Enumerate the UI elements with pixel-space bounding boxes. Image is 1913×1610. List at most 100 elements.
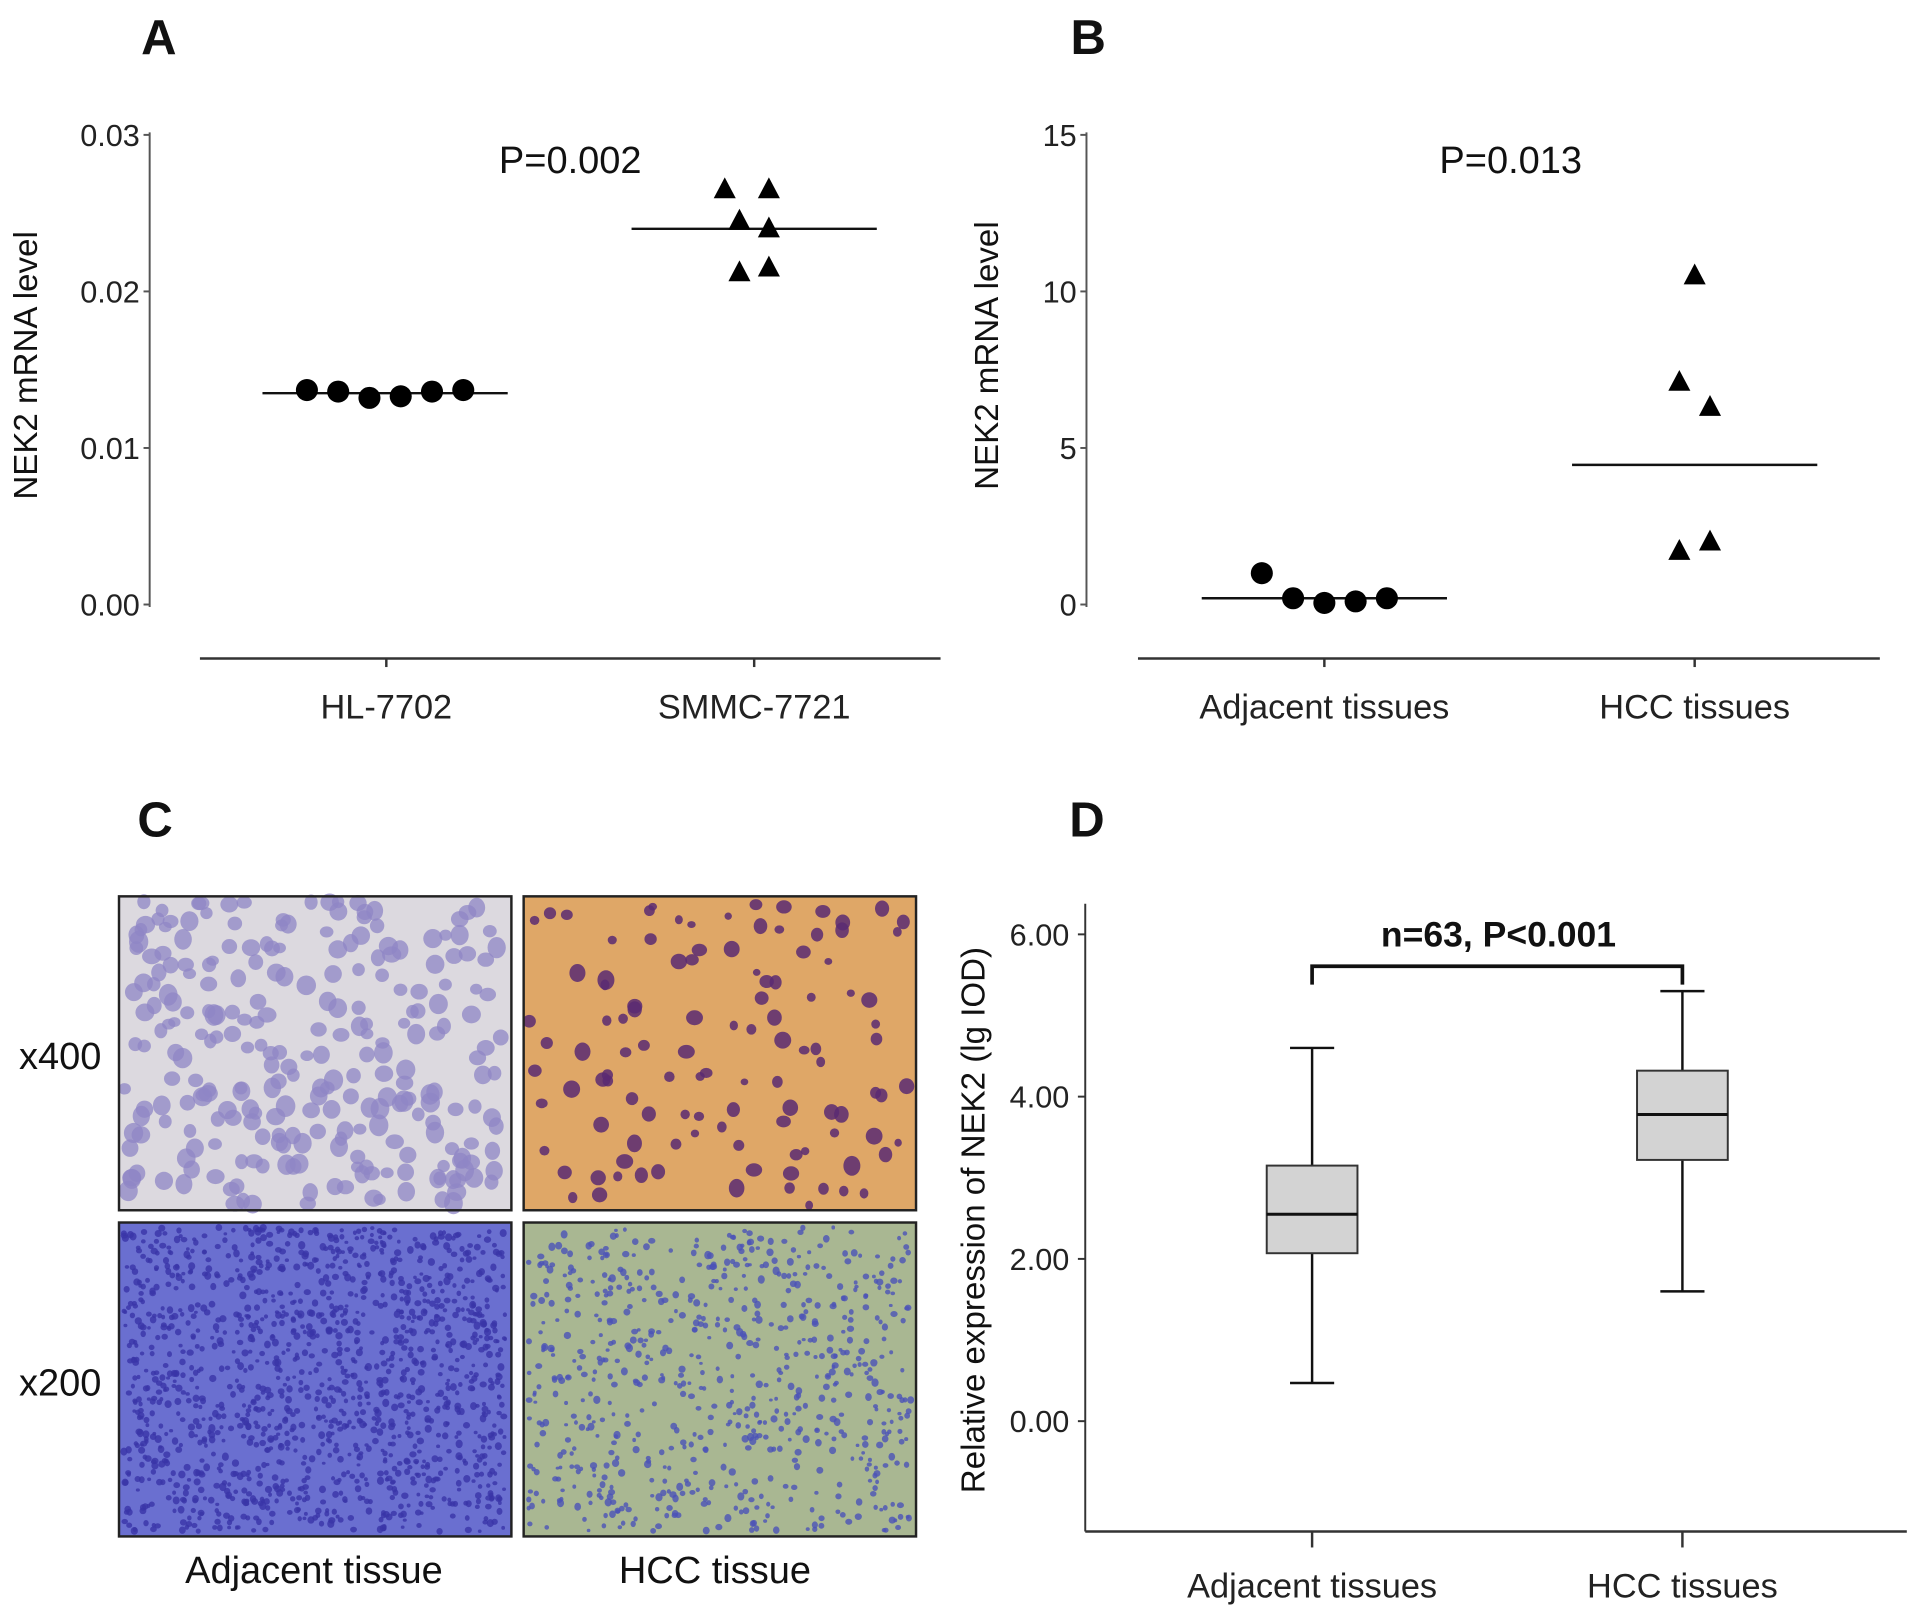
nucleus xyxy=(751,1478,759,1485)
nucleus xyxy=(879,1507,884,1512)
nucleus xyxy=(816,1413,824,1421)
nucleus xyxy=(229,1496,236,1502)
nucleus xyxy=(564,1437,572,1443)
nucleus xyxy=(318,1277,325,1286)
nucleus xyxy=(882,1463,889,1468)
nucleus xyxy=(396,1059,416,1080)
nucleus xyxy=(222,1237,228,1244)
nucleus xyxy=(452,1311,459,1319)
nucleus xyxy=(183,1124,197,1138)
nucleus xyxy=(224,1487,231,1495)
nucleus xyxy=(359,1346,363,1351)
significance-annotation: n=63, P<0.001 xyxy=(1381,915,1616,955)
nucleus xyxy=(609,1484,614,1490)
nucleus xyxy=(264,1340,271,1349)
nucleus xyxy=(224,1004,241,1020)
nucleus xyxy=(279,1483,285,1489)
nucleus xyxy=(277,1154,296,1175)
nucleus xyxy=(814,1302,821,1309)
p-value-annotation: P=0.013 xyxy=(1439,140,1582,182)
nucleus xyxy=(173,1286,179,1291)
nucleus xyxy=(631,1253,636,1257)
nucleus xyxy=(867,1457,872,1462)
nucleus xyxy=(390,1510,397,1517)
nucleus xyxy=(192,1394,200,1402)
nucleus xyxy=(361,1279,368,1286)
nucleus xyxy=(843,1367,851,1376)
nucleus xyxy=(447,1497,452,1503)
nucleus xyxy=(183,1160,200,1179)
nucleus xyxy=(700,1500,708,1507)
nucleus xyxy=(253,1515,260,1521)
nucleus xyxy=(354,1293,359,1298)
nucleus xyxy=(271,1320,277,1327)
nucleus xyxy=(800,1147,810,1156)
nucleus xyxy=(736,1408,743,1416)
nucleus xyxy=(174,1397,182,1406)
nucleus xyxy=(455,1439,463,1449)
nucleus xyxy=(599,1481,606,1489)
nucleus xyxy=(270,1073,287,1090)
nucleus xyxy=(471,1479,476,1483)
nucleus xyxy=(748,1497,755,1503)
nucleus xyxy=(253,1304,261,1311)
nucleus xyxy=(527,1463,534,1469)
nucleus xyxy=(743,1413,749,1419)
nucleus xyxy=(372,1299,380,1307)
nucleus xyxy=(723,940,740,958)
nucleus xyxy=(231,1227,236,1233)
nucleus xyxy=(346,1470,350,1475)
nucleus xyxy=(409,1394,416,1401)
nucleus xyxy=(674,915,683,925)
nucleus xyxy=(710,1261,717,1268)
nucleus xyxy=(329,1395,334,1400)
nucleus xyxy=(497,1363,505,1371)
nucleus xyxy=(616,1284,623,1290)
nucleus xyxy=(235,1268,240,1273)
nucleus xyxy=(175,1446,183,1453)
nucleus xyxy=(870,1490,877,1497)
nucleus xyxy=(434,1407,441,1414)
nucleus xyxy=(264,1485,273,1494)
nucleus xyxy=(644,1360,650,1366)
nucleus xyxy=(247,1404,252,1409)
nucleus xyxy=(429,1487,436,1493)
nucleus xyxy=(172,1490,177,1495)
nucleus xyxy=(729,1388,735,1393)
nucleus xyxy=(330,1312,337,1318)
nucleus xyxy=(586,1528,591,1533)
nucleus xyxy=(429,1300,436,1307)
nucleus xyxy=(473,1243,481,1251)
nucleus xyxy=(210,1335,215,1340)
nucleus xyxy=(232,1471,239,1477)
nucleus xyxy=(717,1121,727,1133)
nucleus xyxy=(495,1373,503,1381)
nucleus xyxy=(872,1404,879,1409)
nucleus xyxy=(340,1368,347,1376)
data-point-circle xyxy=(1250,562,1273,585)
nucleus xyxy=(377,1302,384,1309)
nucleus xyxy=(601,1523,607,1529)
nucleus xyxy=(242,1224,249,1232)
nucleus xyxy=(544,1525,550,1530)
nucleus xyxy=(335,1514,340,1519)
nucleus xyxy=(873,1470,881,1477)
nucleus xyxy=(500,1284,506,1290)
nucleus xyxy=(376,1228,383,1234)
nucleus xyxy=(206,1169,225,1185)
nucleus xyxy=(336,1340,342,1347)
nucleus xyxy=(666,1489,671,1494)
nucleus xyxy=(726,1341,734,1350)
nucleus xyxy=(325,1280,332,1287)
nucleus xyxy=(494,1442,502,1450)
data-point-circle xyxy=(358,386,381,409)
nucleus xyxy=(754,1310,761,1317)
nucleus xyxy=(145,1277,150,1283)
nucleus xyxy=(464,1526,472,1534)
nucleus xyxy=(415,1430,421,1436)
nucleus xyxy=(645,1455,651,1461)
nucleus xyxy=(210,1451,216,1457)
nucleus xyxy=(406,1426,411,1431)
nucleus xyxy=(465,1256,473,1263)
